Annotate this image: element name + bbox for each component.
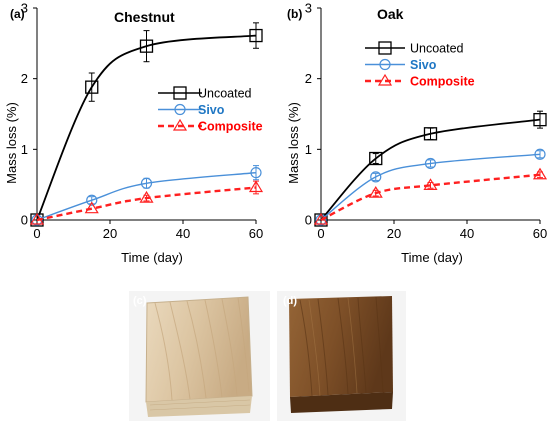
- series-line-composite: [36, 186, 257, 222]
- legend-marker-uncoated: [378, 41, 392, 55]
- series-line-sivo: [320, 153, 541, 221]
- x-axis-label-oak: Time (day): [401, 250, 463, 265]
- series-line-sivo: [36, 171, 257, 221]
- legend-oak: Uncoated Sivo Composite: [365, 41, 475, 89]
- legend-marker-composite: [172, 118, 188, 131]
- axes-chestnut: 0 20 40 60 0 1 2 3: [21, 1, 263, 242]
- legend-marker-sivo: [379, 58, 391, 71]
- series-line-uncoated: [36, 34, 257, 221]
- chart-title-chestnut: Chestnut: [114, 9, 175, 25]
- legend-marker-uncoated: [173, 86, 187, 100]
- y-tick-label: 2: [305, 71, 312, 86]
- y-axis-label-chestnut: Mass loss (%): [4, 102, 19, 184]
- legend-label-sivo: Sivo: [410, 58, 437, 72]
- axes-oak: 0 20 40 60 0 1 2 3: [305, 1, 547, 242]
- photo-panel-c: (c): [129, 291, 270, 421]
- data-point-sivo: [86, 194, 98, 206]
- data-point-uncoated: [139, 39, 154, 53]
- data-point-composite: [313, 212, 329, 225]
- photo-label-d: (d): [283, 295, 297, 307]
- chestnut-sample-photo: [145, 296, 253, 417]
- y-tick-label: 0: [21, 213, 28, 228]
- x-tick-label: 0: [317, 226, 324, 241]
- x-tick-label: 60: [533, 226, 547, 241]
- data-point-uncoated: [533, 113, 547, 127]
- x-tick-label: 0: [33, 226, 40, 241]
- legend-label-sivo: Sivo: [198, 103, 225, 117]
- chart-title-oak: Oak: [377, 6, 404, 22]
- y-tick-label: 2: [21, 71, 28, 86]
- legend-chestnut: Uncoated Sivo Composite: [158, 86, 263, 134]
- chart-panel-chestnut: (a) Chestnut 0 20 40 60 0 1 2 3 Time (day) Mass…: [4, 1, 263, 266]
- data-point-composite: [84, 201, 99, 214]
- marks-chestnut: [29, 22, 264, 227]
- y-tick-label: 3: [21, 1, 28, 16]
- y-tick-label: 1: [21, 142, 28, 157]
- x-tick-label: 20: [103, 226, 117, 241]
- panel-label-a: (a): [10, 7, 25, 21]
- y-tick-label: 3: [305, 1, 312, 16]
- data-point-uncoated: [85, 80, 99, 94]
- data-point-composite: [29, 212, 45, 225]
- legend-marker-sivo: [174, 103, 186, 116]
- x-axis-label-chestnut: Time (day): [121, 250, 183, 265]
- x-tick-label: 20: [387, 226, 401, 241]
- legend-label-composite: Composite: [410, 75, 475, 89]
- legend-label-uncoated: Uncoated: [410, 42, 464, 56]
- marks-oak: [313, 110, 548, 227]
- data-point-sivo: [250, 167, 262, 179]
- data-point-uncoated: [423, 127, 438, 141]
- data-point-uncoated: [369, 151, 383, 166]
- photo-label-c: (c): [133, 295, 147, 307]
- data-point-sivo: [140, 177, 153, 189]
- data-point-composite: [368, 185, 383, 198]
- data-point-uncoated: [249, 28, 263, 43]
- x-tick-label: 60: [249, 226, 263, 241]
- data-point-sivo: [424, 157, 437, 170]
- series-line-uncoated: [320, 118, 541, 221]
- y-tick-label: 1: [305, 142, 312, 157]
- y-axis-label-oak: Mass loss (%): [286, 102, 301, 184]
- data-point-composite: [248, 180, 264, 193]
- legend-label-uncoated: Uncoated: [198, 87, 252, 101]
- data-point-sivo: [370, 171, 382, 183]
- data-point-sivo: [534, 148, 546, 160]
- data-point-composite: [532, 167, 548, 180]
- data-point-composite: [139, 190, 154, 203]
- x-tick-label: 40: [460, 226, 474, 241]
- panel-label-b: (b): [287, 7, 302, 21]
- x-tick-label: 40: [176, 226, 190, 241]
- y-tick-label: 0: [305, 213, 312, 228]
- data-point-composite: [423, 178, 438, 190]
- chart-panel-oak: (b) Oak 0 20 40 60 0 1 2 3 Time (day) Mass loss…: [286, 1, 547, 266]
- series-line-composite: [320, 173, 541, 222]
- oak-sample-photo: [289, 296, 393, 413]
- legend-marker-composite: [377, 73, 393, 86]
- legend-label-composite: Composite: [198, 120, 263, 134]
- photo-panel-d: (d): [277, 291, 406, 421]
